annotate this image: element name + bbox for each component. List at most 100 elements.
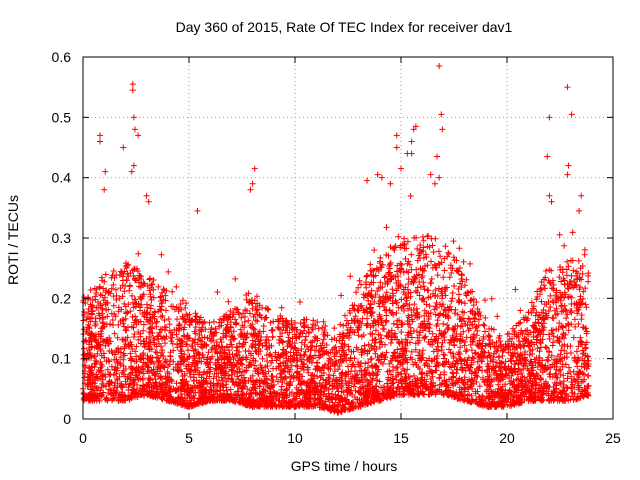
data-point <box>410 361 417 368</box>
data-point <box>244 386 251 393</box>
data-point <box>334 402 341 409</box>
data-point <box>467 260 474 267</box>
data-point <box>297 320 304 327</box>
data-point <box>254 293 261 300</box>
data-point <box>547 304 554 311</box>
data-point <box>437 253 444 260</box>
data-point <box>383 224 390 231</box>
data-point <box>214 289 221 296</box>
data-point <box>577 334 584 341</box>
data-point <box>364 272 371 279</box>
data-point <box>133 343 140 350</box>
data-point <box>341 355 348 362</box>
data-point <box>129 299 136 306</box>
data-point <box>110 321 117 328</box>
data-point <box>419 351 426 358</box>
data-point <box>569 229 576 236</box>
data-point <box>110 302 117 309</box>
data-point <box>257 362 264 369</box>
data-point <box>169 288 176 295</box>
data-point <box>545 307 552 314</box>
data-point <box>206 319 213 326</box>
data-point <box>112 313 119 320</box>
data-point <box>158 313 165 320</box>
data-point <box>351 329 358 336</box>
data-point <box>131 296 138 303</box>
data-point <box>485 332 492 339</box>
data-point <box>474 373 481 380</box>
data-point <box>170 358 177 365</box>
data-point <box>358 333 365 340</box>
data-point <box>228 324 235 331</box>
data-point <box>355 284 362 291</box>
data-point <box>185 361 192 368</box>
data-point <box>540 282 547 289</box>
data-point <box>565 327 572 334</box>
data-point <box>83 356 90 363</box>
data-point <box>449 265 456 272</box>
data-point <box>556 231 563 238</box>
data-point <box>174 316 181 323</box>
data-point <box>278 383 285 390</box>
data-point <box>185 347 192 354</box>
data-point <box>409 356 416 363</box>
data-point <box>374 288 381 295</box>
data-point <box>198 343 205 350</box>
data-point <box>393 310 400 317</box>
data-point <box>140 321 147 328</box>
data-point <box>372 350 379 357</box>
data-point <box>131 358 138 365</box>
data-point <box>462 321 469 328</box>
data-point <box>96 283 103 290</box>
data-point <box>534 288 541 295</box>
data-point <box>249 305 256 312</box>
data-point <box>379 322 386 329</box>
data-point <box>332 344 339 351</box>
data-point <box>99 338 106 345</box>
data-point <box>534 345 541 352</box>
data-point <box>485 349 492 356</box>
data-point <box>583 304 590 311</box>
data-point <box>300 352 307 359</box>
data-point <box>406 302 413 309</box>
data-point <box>147 275 154 282</box>
data-point <box>389 300 396 307</box>
data-point <box>405 374 412 381</box>
data-point <box>536 348 543 355</box>
data-point <box>443 284 450 291</box>
data-point <box>558 303 565 310</box>
data-point <box>461 342 468 349</box>
data-point <box>155 283 162 290</box>
data-point <box>308 359 315 366</box>
data-point <box>152 348 159 355</box>
data-point <box>495 334 502 341</box>
data-point <box>432 287 439 294</box>
data-point <box>110 281 117 288</box>
data-point <box>321 344 328 351</box>
data-point <box>369 337 376 344</box>
data-point <box>371 298 378 305</box>
data-point <box>491 343 498 350</box>
data-point <box>368 355 375 362</box>
data-point <box>393 365 400 372</box>
data-point <box>351 306 358 313</box>
data-point <box>401 241 408 248</box>
data-point <box>191 374 198 381</box>
data-point <box>108 310 115 317</box>
data-point <box>121 300 128 307</box>
data-point <box>556 274 563 281</box>
data-point <box>350 383 357 390</box>
data-point <box>112 364 119 371</box>
data-point <box>412 346 419 353</box>
data-point <box>497 338 504 345</box>
data-point <box>232 305 239 312</box>
data-point <box>239 368 246 375</box>
data-point <box>558 347 565 354</box>
data-point <box>239 343 246 350</box>
data-point <box>495 381 502 388</box>
data-point <box>433 299 440 306</box>
data-point <box>507 357 514 364</box>
data-point <box>368 376 375 383</box>
data-point <box>158 251 165 258</box>
data-point <box>296 334 303 341</box>
